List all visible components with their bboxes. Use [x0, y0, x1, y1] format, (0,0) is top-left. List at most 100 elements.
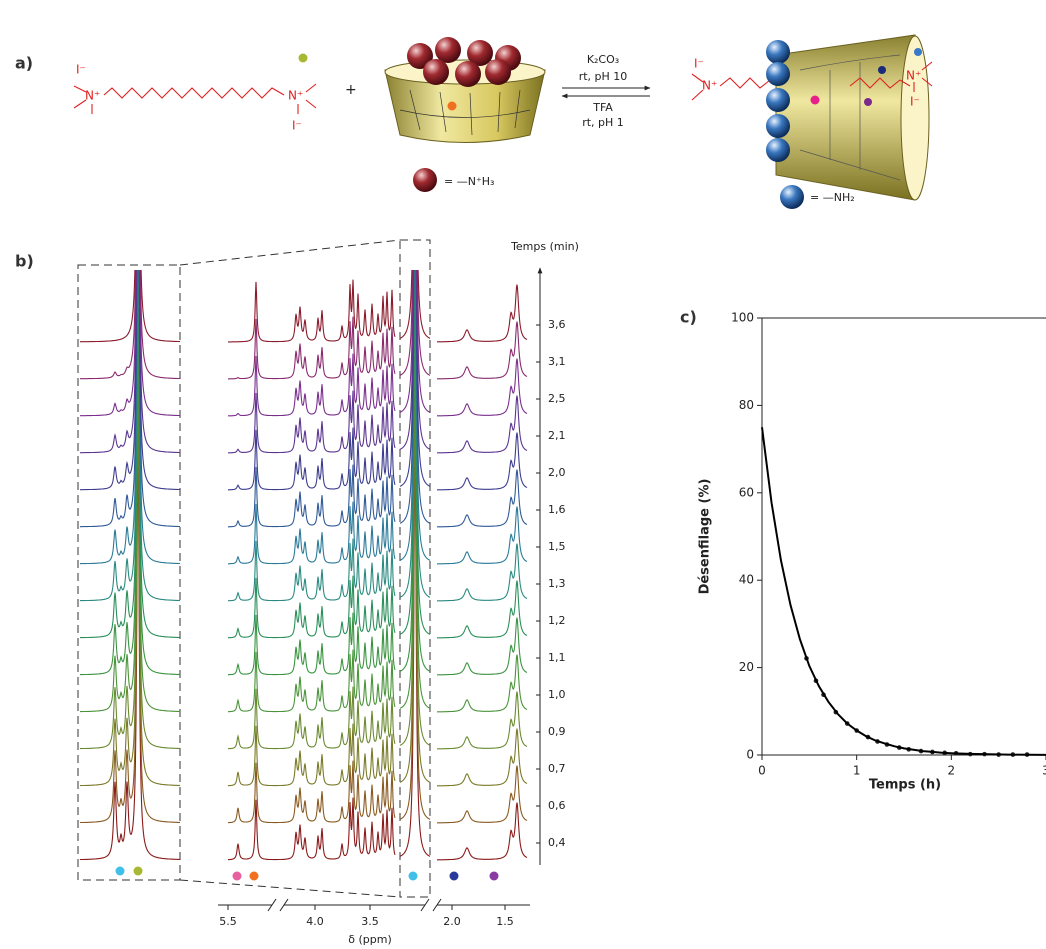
reaction-arrows: K₂CO₃ rt, pH 10 TFA rt, pH 1 [561, 53, 651, 129]
spectrum-trace [80, 270, 180, 417]
spectrum-trace [228, 501, 396, 565]
ppm-label: 3.5 [361, 915, 379, 928]
y-tick-label: 100 [731, 311, 754, 325]
condition: rt, pH 10 [579, 70, 628, 83]
spectrum-trace [228, 427, 396, 491]
spectrum-trace [80, 401, 180, 824]
time-label: 1,0 [548, 688, 566, 701]
legend-text: = —N⁺H₃ [444, 175, 494, 188]
time-label: 0,7 [548, 762, 566, 775]
spectrum-trace [80, 270, 180, 343]
time-label: 2,5 [548, 392, 566, 405]
condition: rt, pH 1 [582, 116, 624, 129]
ppm-label: 2.0 [443, 915, 461, 928]
time-label: 0,9 [548, 725, 566, 738]
zoom-box [399, 239, 431, 898]
spectrum-trace [437, 284, 528, 343]
x-tick-label: 0 [758, 764, 766, 778]
axis-frame [761, 317, 1046, 756]
spectrum-trace [437, 469, 528, 528]
axis-label: δ (ppm) [348, 933, 392, 946]
spectrum-trace [228, 723, 396, 787]
spectrum-trace [437, 580, 528, 639]
spectrum-trace [399, 270, 431, 376]
spectrum-trace [437, 617, 528, 676]
atom: N⁺ [906, 69, 921, 83]
spectrum-trace [437, 802, 528, 861]
time-label: 0,6 [548, 799, 566, 812]
spectrum-trace [437, 506, 528, 565]
spectrum-trace [80, 270, 180, 676]
spectrum-trace [228, 612, 396, 676]
spectrum-trace [80, 270, 180, 602]
peak-markers [115, 866, 499, 881]
x-tick-label: 2 [948, 764, 956, 778]
atom: I⁻ [292, 119, 302, 133]
spectrum-trace [80, 290, 181, 713]
y-tick-label: 40 [739, 573, 754, 587]
rotaxane-neutral: I⁻ N⁺ N⁺ I⁻ = —NH₂ [691, 34, 933, 209]
spectrum-trace [80, 270, 180, 454]
y-tick-label: 80 [739, 398, 754, 412]
spectrum-trace [227, 797, 396, 861]
x-tick-label: 3 [1042, 764, 1046, 778]
time-label: 1,2 [548, 614, 566, 627]
time-label: 2,0 [548, 466, 566, 479]
panel-label: b) [15, 252, 34, 271]
condition: K₂CO₃ [587, 53, 619, 66]
spectrum-trace [228, 279, 396, 343]
y-tick-label: 20 [739, 660, 754, 674]
spectrum-trace [399, 270, 431, 450]
decay-chart: 0 20 40 60 80 100 0 1 2 3 Désenfilage (%) Temps (h) [698, 311, 1046, 793]
time-label: 1,3 [548, 577, 566, 590]
x-axis-label: Temps (h) [869, 778, 941, 793]
spectrum-trace [437, 728, 528, 787]
spectrum-trace [80, 364, 180, 787]
axis-label: Temps (min) [510, 240, 579, 253]
spectra [80, 270, 528, 861]
spectrum-trace [399, 270, 431, 635]
spectrum-trace [228, 649, 396, 713]
atom: N⁺ [702, 79, 717, 93]
spectrum-trace [437, 358, 528, 417]
thread-molecule: I⁻ N⁺ N⁺ I⁻ [73, 53, 317, 133]
atom: I⁻ [694, 57, 704, 71]
spectrum-trace [399, 270, 431, 339]
spectrum-trace [437, 395, 528, 454]
spectrum-trace [399, 270, 431, 487]
panel-label: c) [680, 308, 697, 327]
spectrum-trace [399, 439, 431, 857]
condition: TFA [592, 101, 613, 114]
spectrum-trace [437, 543, 528, 602]
atom: N⁺ [288, 89, 303, 103]
ppm-label: 5.5 [219, 915, 237, 928]
spectrum-trace [80, 327, 181, 750]
zoom-box [77, 264, 181, 881]
spectrum-trace [399, 270, 431, 561]
time-label: 2,1 [548, 429, 566, 442]
time-label: 3,6 [548, 318, 566, 331]
time-label: 3,1 [548, 355, 566, 368]
cyclodextrin-protonated: = —N⁺H₃ [384, 37, 546, 192]
y-axis-label: Désenfilage (%) [698, 479, 713, 595]
spectrum-trace [80, 438, 180, 861]
ppm-axis: δ (ppm) [218, 898, 530, 946]
spectrum-trace [228, 316, 396, 380]
spectrum-trace [228, 353, 396, 417]
atom: I⁻ [910, 95, 920, 109]
spectrum-trace [437, 432, 528, 491]
fit-curve [761, 427, 1046, 756]
spectrum-trace [437, 691, 528, 750]
time-label: 0,4 [548, 836, 566, 849]
y-tick-label: 0 [746, 748, 754, 762]
spectrum-trace [80, 270, 180, 491]
ppm-label: 4.0 [306, 915, 324, 928]
spectrum-trace [437, 654, 528, 713]
panel-label: a) [15, 54, 33, 73]
spectrum-trace [228, 464, 396, 528]
y-tick-label: 60 [739, 485, 754, 499]
spectrum-trace [399, 270, 431, 598]
spectrum-trace [228, 686, 396, 750]
plus: + [345, 82, 357, 98]
